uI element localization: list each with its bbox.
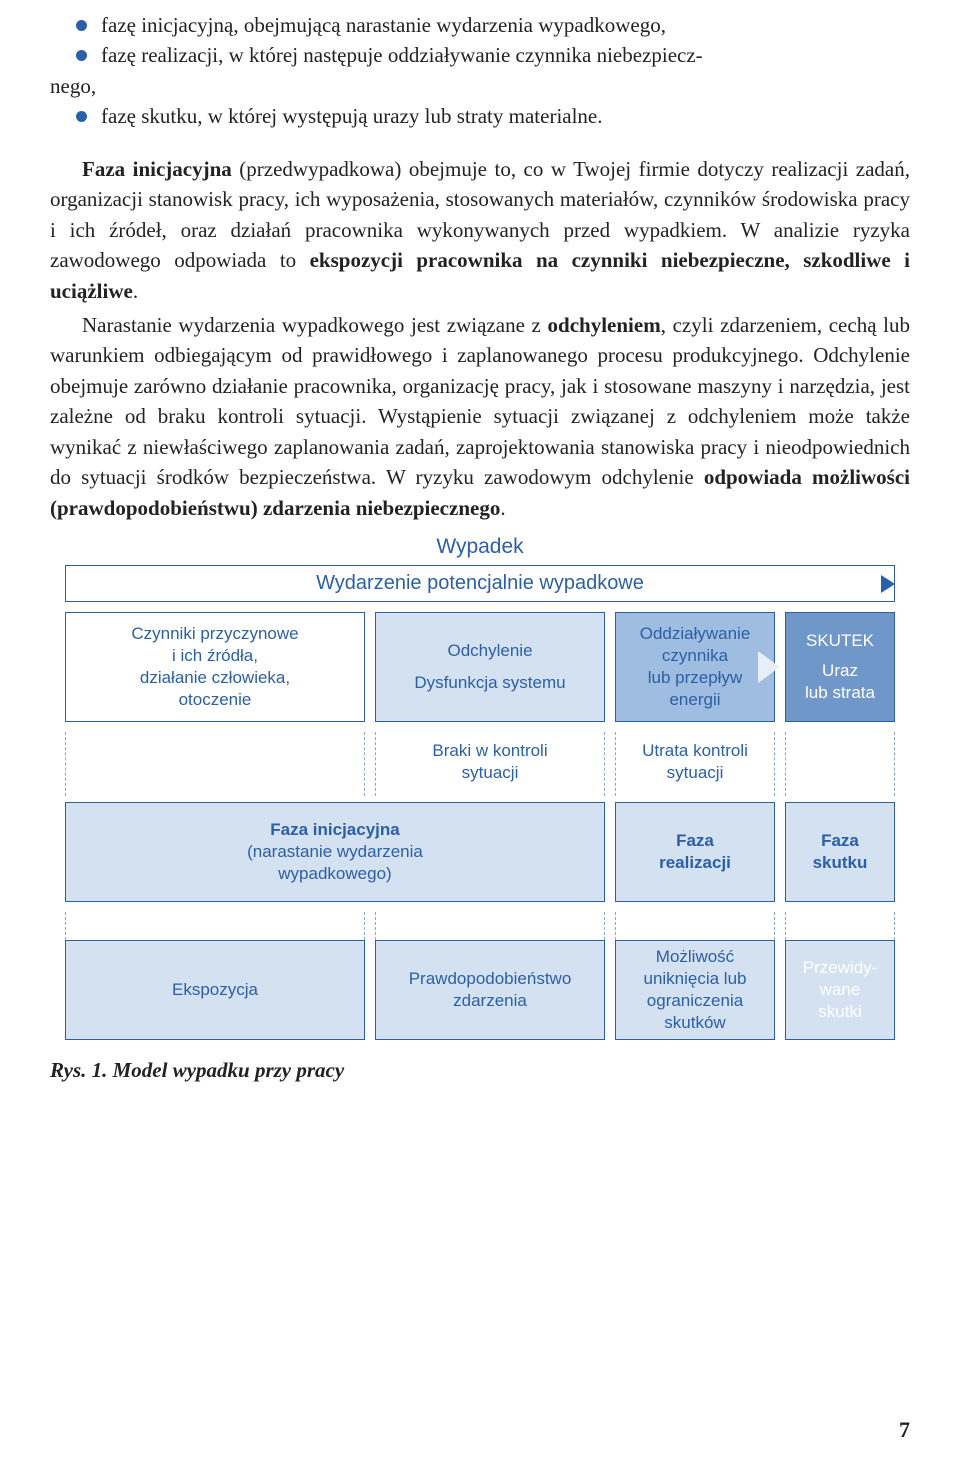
dash-cell bbox=[375, 912, 605, 940]
bullet-list: fazę inicjacyjną, obejmującą narastanie … bbox=[50, 10, 910, 132]
diagram-title: Wypadek bbox=[65, 535, 895, 559]
box-text-bold: Faza inicjacyjna bbox=[270, 819, 399, 841]
bold-term: Faza inicjacyjna bbox=[82, 157, 232, 181]
box-deviation: Odchylenie Dysfunkcja systemu bbox=[375, 612, 605, 722]
arrow-right-icon bbox=[758, 651, 780, 683]
para-text: Narastanie wydarzenia wypadkowego jest z… bbox=[82, 313, 548, 337]
paragraph: Narastanie wydarzenia wypadkowego jest z… bbox=[50, 310, 910, 523]
box-text: Urazlub strata bbox=[805, 660, 875, 704]
para-text: . bbox=[133, 279, 138, 303]
bullet-dot-icon bbox=[76, 50, 87, 61]
arrow-right-icon bbox=[881, 575, 895, 593]
sublabel-text: Braki w kontrolisytuacji bbox=[432, 741, 547, 782]
sublabel-cell: Braki w kontrolisytuacji bbox=[375, 732, 605, 796]
dash-cell bbox=[65, 912, 365, 940]
box-avoidance: Możliwośćuniknięcia lubograniczeniaskutk… bbox=[615, 940, 775, 1040]
page-number: 7 bbox=[899, 1417, 910, 1443]
para-text: . bbox=[500, 496, 505, 520]
dash-cell bbox=[785, 912, 895, 940]
box-phase-initiation: Faza inicjacyjna (narastanie wydarzeniaw… bbox=[65, 802, 605, 902]
bullet-text: fazę realizacji, w której następuje oddz… bbox=[101, 40, 910, 70]
figure-caption: Rys. 1. Model wypadku przy pracy bbox=[50, 1058, 910, 1083]
box-text: SKUTEK bbox=[806, 630, 874, 652]
box-expected-effects: Przewidy-waneskutki bbox=[785, 940, 895, 1040]
box-text: Prawdopodobieństwozdarzenia bbox=[409, 968, 572, 1012]
bullet-item: fazę inicjacyjną, obejmującą narastanie … bbox=[50, 10, 910, 40]
bullet-text: fazę skutku, w której występują urazy lu… bbox=[101, 101, 910, 131]
box-text: (narastanie wydarzeniawypadkowego) bbox=[247, 841, 423, 885]
box-text-bold: Fazaskutku bbox=[813, 830, 868, 874]
bullet-dot-icon bbox=[76, 20, 87, 31]
para-text: , czyli zdarzeniem, cechą lub warunkiem … bbox=[50, 313, 910, 489]
box-probability: Prawdopodobieństwozdarzenia bbox=[375, 940, 605, 1040]
bullet-continuation: nego, bbox=[50, 71, 910, 101]
box-effect: SKUTEK Urazlub strata bbox=[785, 612, 895, 722]
diagram-wide-label: Wydarzenie potencjalnie wypadkowe bbox=[316, 572, 644, 594]
sublabel-text: Utrata kontrolisytuacji bbox=[642, 741, 748, 782]
accident-model-diagram: Wypadek Wydarzenie potencjalnie wypadkow… bbox=[65, 535, 895, 1040]
box-text: Oddziaływanieczynnikalub przepływenergii bbox=[640, 623, 751, 711]
box-text-bold: Fazarealizacji bbox=[659, 830, 731, 874]
bullet-item: fazę realizacji, w której następuje oddz… bbox=[50, 40, 910, 70]
bold-term: odchyleniem bbox=[548, 313, 661, 337]
box-causes: Czynniki przyczynowei ich źródła,działan… bbox=[65, 612, 365, 722]
diagram-wide-bar: Wydarzenie potencjalnie wypadkowe bbox=[65, 565, 895, 602]
box-exposure: Ekspozycja bbox=[65, 940, 365, 1040]
box-text: Dysfunkcja systemu bbox=[414, 672, 565, 694]
bullet-item: fazę skutku, w której występują urazy lu… bbox=[50, 101, 910, 131]
dash-cell bbox=[615, 912, 775, 940]
paragraph: Faza inicjacyjna (przedwypadkowa) obejmu… bbox=[50, 154, 910, 306]
sublabel-cell: Utrata kontrolisytuacji bbox=[615, 732, 775, 796]
sublabel-cell bbox=[65, 732, 365, 796]
diagram-bottom-row: Ekspozycja Prawdopodobieństwozdarzenia M… bbox=[65, 940, 895, 1040]
diagram-dash-row bbox=[65, 912, 895, 940]
diagram-main-row: Czynniki przyczynowei ich źródła,działan… bbox=[65, 612, 895, 722]
box-phase-realization: Fazarealizacji bbox=[615, 802, 775, 902]
diagram-phase-row: Faza inicjacyjna (narastanie wydarzeniaw… bbox=[65, 802, 895, 902]
box-phase-effect: Fazaskutku bbox=[785, 802, 895, 902]
box-text: Odchylenie bbox=[447, 640, 532, 662]
box-text: Przewidy-waneskutki bbox=[803, 957, 878, 1023]
box-text: Czynniki przyczynowei ich źródła,działan… bbox=[131, 623, 298, 711]
diagram-sublabels: Braki w kontrolisytuacji Utrata kontroli… bbox=[65, 732, 895, 796]
sublabel-cell bbox=[785, 732, 895, 796]
bullet-dot-icon bbox=[76, 111, 87, 122]
box-text: Ekspozycja bbox=[172, 979, 258, 1001]
box-energy: Oddziaływanieczynnikalub przepływenergii bbox=[615, 612, 775, 722]
bullet-text: fazę inicjacyjną, obejmującą narastanie … bbox=[101, 10, 910, 40]
box-text: Możliwośćuniknięcia lubograniczeniaskutk… bbox=[643, 946, 746, 1034]
